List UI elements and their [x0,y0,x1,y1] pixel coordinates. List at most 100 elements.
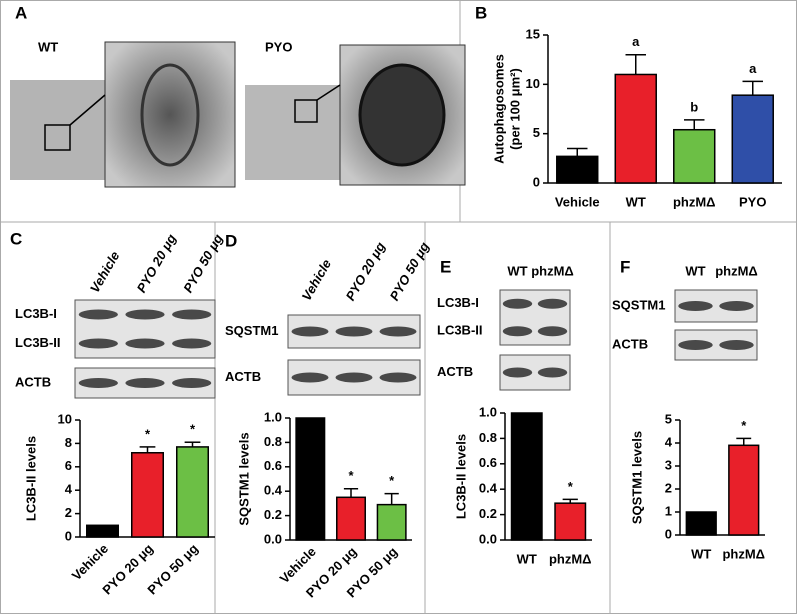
lane-label: Vehicle [299,257,335,304]
annotation: * [348,468,354,483]
band [678,301,713,311]
y-tick-label: 0.8 [264,434,282,449]
micrograph [245,85,340,180]
y-tick-label: 8 [65,435,72,450]
bar [614,73,657,184]
bar [728,444,760,536]
band [78,338,118,349]
lane-label: PYO 20 μg [343,239,388,303]
x-tick-label: phzMΔ [673,194,716,209]
y-tick-label: 5 [665,411,672,426]
lane-label: Vehicle [87,249,123,296]
annotation: * [145,426,151,441]
band [291,372,329,383]
blot-row-label: LC3B-II [15,335,61,350]
x-tick-label: phzMΔ [549,551,592,566]
y-tick-label: 10 [58,411,72,426]
blot-row-label: ACTB [437,364,473,379]
y-axis-label: Autophagosomes [491,54,506,164]
y-tick-label: 2 [65,505,72,520]
band [502,367,533,378]
band [537,298,568,309]
y-axis-label: SQSTM1 levels [629,431,644,524]
y-tick-label: 1.0 [264,409,282,424]
bar [554,502,587,541]
blot-row-label: LC3B-II [437,323,483,338]
zoom-line [316,84,341,101]
band [502,298,533,309]
y-tick-label: 0.2 [264,507,282,522]
band [502,326,533,337]
blot [499,289,571,346]
x-tick-label: WT [626,194,646,209]
y-axis-label: (per 100 μm²) [507,68,522,150]
lane-label: phzMΔ [715,263,758,278]
band [125,378,165,388]
y-tick-label: 0.6 [264,458,282,473]
blot-row-label: ACTB [612,336,648,351]
band [537,326,568,337]
annotation: a [749,61,757,76]
bar [731,94,774,184]
lane-label: PYO 20 μg [134,231,179,295]
band [719,340,754,350]
bar [376,503,407,541]
y-axis-label: SQSTM1 levels [236,432,251,525]
blot-row-label: LC3B-I [437,295,479,310]
inset-box [44,124,71,151]
band [78,309,118,320]
autophagosome [140,63,200,167]
band [678,340,713,350]
x-tick-label: WT [691,546,711,561]
bar [176,446,209,538]
band [172,309,212,320]
y-tick-label: 0.2 [479,506,497,521]
band [335,326,373,337]
band [125,309,165,320]
inset-box [294,99,318,123]
lane-label: phzMΔ [531,263,574,278]
micrograph [10,80,105,180]
autophagosome [358,63,446,167]
y-tick-label: 0.0 [264,531,282,546]
y-tick-label: 3 [665,457,672,472]
x-tick-label: PYO [739,194,766,209]
band [172,378,212,388]
blot-row-label: LC3B-I [15,306,57,321]
blot-row-label: SQSTM1 [225,323,278,338]
band [291,326,329,337]
y-tick-label: 5 [533,125,540,140]
bar [295,417,326,541]
panel-label: D [225,231,237,250]
y-tick-label: 15 [526,26,540,41]
panel-label: E [440,257,451,276]
panel-label: C [10,229,22,248]
x-tick-label: Vehicle [69,541,111,583]
y-axis-label: LC3B-II levels [23,436,38,521]
blot-row-label: ACTB [15,374,51,389]
y-tick-label: 2 [665,480,672,495]
blot-row-label: ACTB [225,369,261,384]
band [125,338,165,349]
panel-label: F [620,257,630,276]
bar [510,412,543,541]
band [335,372,373,383]
bar [685,511,717,536]
annotation: * [741,418,747,433]
annotation: * [568,479,574,494]
band [379,326,417,337]
band [719,301,754,311]
band [537,367,568,378]
lane-label: PYO 50 μg [180,231,225,295]
panel-label: B [475,3,487,22]
bar [131,452,164,538]
y-tick-label: 0.0 [479,531,497,546]
y-tick-label: 4 [665,434,673,449]
x-tick-label: WT [517,551,537,566]
y-tick-label: 0.8 [479,430,497,445]
band [172,338,212,349]
y-tick-label: 0 [665,526,672,541]
y-tick-label: 0.4 [264,483,283,498]
annotation: b [690,99,698,114]
